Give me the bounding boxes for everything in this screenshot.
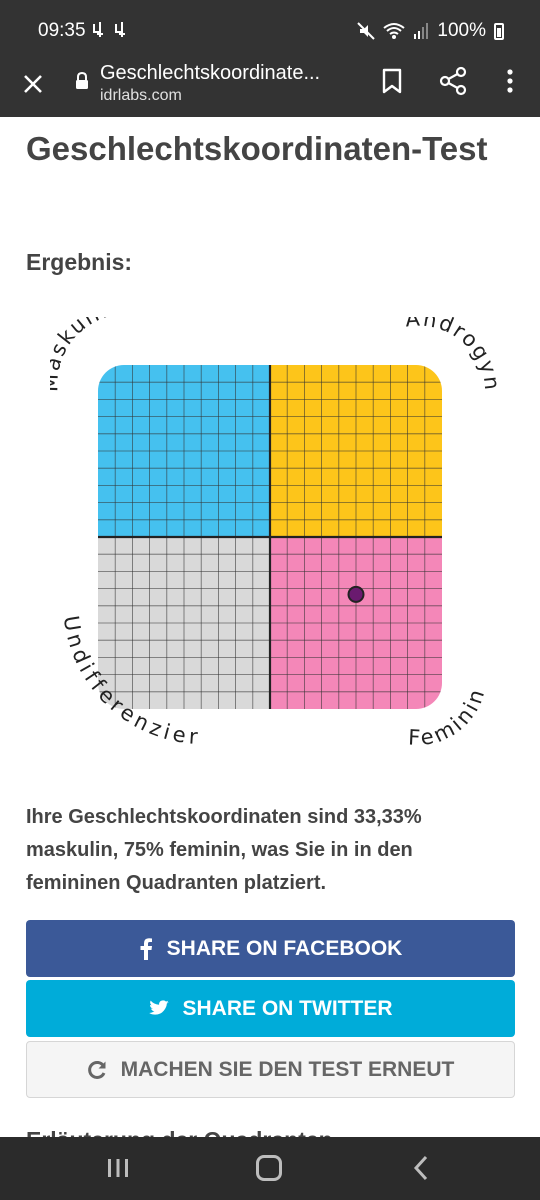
share-icon[interactable] [438,66,468,96]
close-icon [24,75,42,93]
signal-icon [414,23,429,39]
share-facebook-button[interactable]: SHARE ON FACEBOOK [26,920,515,977]
back-icon[interactable] [412,1155,430,1181]
more-vert-icon[interactable] [500,66,520,96]
recent-apps-icon[interactable] [106,1157,130,1179]
notification-icons [92,20,138,43]
result-label: Ergebnis: [26,249,133,275]
section-heading-quadrants: Erläuterung der Quadranten [26,1127,333,1137]
status-right: 100% [357,20,504,42]
page-title: Geschlechtskoordinaten-Test [26,130,488,167]
home-icon[interactable] [256,1155,282,1181]
status-bar: 09:35 100% [0,0,540,62]
wifi-icon [383,23,406,39]
twitter-icon [148,1000,169,1015]
browser-toolbar: Geschlechtskoordinate... idrlabs.com [0,62,540,117]
refresh-icon [87,1060,106,1079]
share-twitter-button[interactable]: SHARE ON TWITTER [26,980,515,1037]
mute-icon [357,22,376,40]
share-twitter-label: SHARE ON TWITTER [182,996,393,1020]
battery-icon [494,22,504,40]
result-point [347,585,365,603]
retake-test-button[interactable]: MACHEN SIE DEN TEST ERNEUT [26,1041,515,1098]
result-description: Ihre Geschlechtskoordinaten sind 33,33% … [26,806,422,894]
browser-domain[interactable]: idrlabs.com [100,87,182,104]
page-content: Geschlechtskoordinaten-Test Ergebnis: Ma… [0,117,540,1137]
lock-icon [76,72,88,89]
android-nav-bar [0,1137,540,1200]
gender-coordinates-chart: Maskulin Androgyn Undifferenziert Femini… [50,317,500,750]
sim-notification-icon [93,22,125,37]
facebook-icon [140,937,152,960]
browser-page-title[interactable]: Geschlechtskoordinate... [100,62,321,84]
battery-percent: 100% [437,20,486,41]
status-time: 09:35 [38,20,86,41]
retake-test-label: MACHEN SIE DEN TEST ERNEUT [120,1057,455,1081]
close-tab-button[interactable] [18,68,48,98]
share-facebook-label: SHARE ON FACEBOOK [166,936,403,960]
bookmark-icon[interactable] [378,66,406,96]
